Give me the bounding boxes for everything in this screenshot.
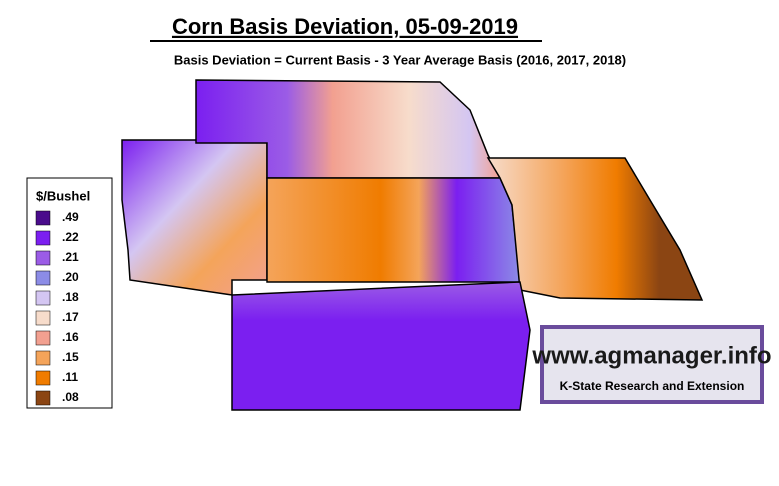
legend-label: .21 xyxy=(62,250,79,264)
states xyxy=(121,79,704,411)
legend-swatch xyxy=(35,270,51,286)
legend-label: .17 xyxy=(62,310,79,324)
legend: $/Bushel .49 .22 .21 .20 .18 .17 .16 .15 .11 .08 xyxy=(26,177,113,409)
kansas xyxy=(266,177,521,283)
legend-swatch xyxy=(35,390,51,406)
legend-swatch xyxy=(35,230,51,246)
legend-swatch xyxy=(35,290,51,306)
logo-org: K-State Research and Extension xyxy=(560,379,745,393)
legend-label: .49 xyxy=(62,210,79,224)
logo-box xyxy=(540,325,764,404)
legend-label: .22 xyxy=(62,230,79,244)
legend-swatch xyxy=(35,330,51,346)
subtitle: Basis Deviation = Current Basis - 3 Year… xyxy=(174,52,626,67)
legend-label: .20 xyxy=(62,270,79,284)
legend-label: .15 xyxy=(62,350,79,364)
legend-swatch xyxy=(35,350,51,366)
missouri xyxy=(486,157,704,301)
logo: www.agmanager.info K-State Research and … xyxy=(531,325,772,404)
legend-swatch xyxy=(35,210,51,226)
legend-swatch xyxy=(35,250,51,266)
title: Corn Basis Deviation, 05-09-2019 xyxy=(172,14,518,39)
colorado xyxy=(121,139,268,296)
legend-swatch xyxy=(35,310,51,326)
oklahoma xyxy=(231,281,531,411)
legend-label: .16 xyxy=(62,330,79,344)
logo-url: www.agmanager.info xyxy=(531,342,771,369)
legend-title: $/Bushel xyxy=(36,188,90,203)
legend-swatch xyxy=(35,370,51,386)
legend-label: .11 xyxy=(62,370,78,384)
legend-label: .18 xyxy=(62,290,79,304)
legend-label: .08 xyxy=(62,390,79,404)
